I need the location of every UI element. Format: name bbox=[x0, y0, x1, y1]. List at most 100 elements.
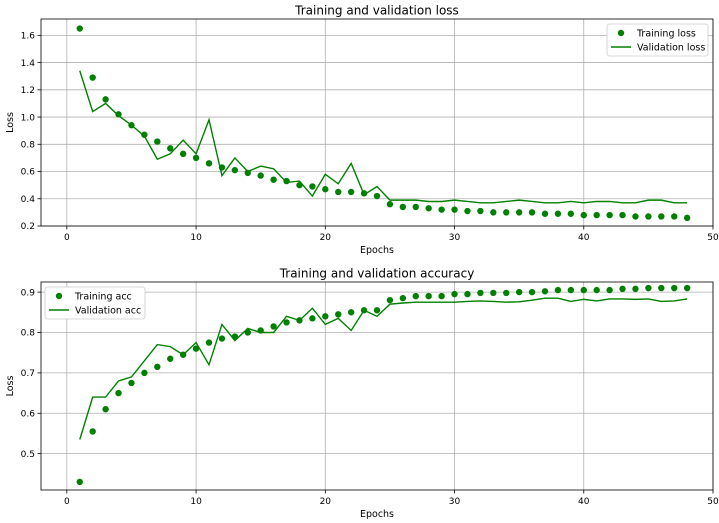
data-point bbox=[593, 211, 600, 219]
data-point bbox=[451, 206, 458, 213]
plot-frame bbox=[40, 281, 714, 491]
data-point bbox=[632, 213, 639, 220]
y-tick-label: 0.7 bbox=[21, 369, 35, 379]
subplot-accuracy: 0 10 20 30 40 50 0.5 0.6 0.7 0.8 0.9 Training and v… bbox=[5, 267, 719, 521]
data-point bbox=[102, 96, 109, 103]
data-point bbox=[154, 363, 161, 371]
data-point bbox=[438, 206, 445, 213]
legend-box bbox=[606, 23, 709, 57]
x-tick-label: 0 bbox=[64, 233, 70, 243]
data-point bbox=[399, 294, 407, 302]
data-point bbox=[309, 183, 316, 190]
data-point bbox=[76, 478, 83, 486]
data-point bbox=[373, 192, 381, 200]
data-point bbox=[89, 74, 96, 81]
chart-title: Training and validation accuracy bbox=[279, 267, 475, 281]
y-tick-label: 1.0 bbox=[21, 113, 36, 123]
data-point bbox=[412, 203, 419, 211]
legend-entry: Training acc bbox=[74, 291, 132, 302]
chart-title: Training and validation loss bbox=[294, 4, 459, 18]
data-point bbox=[128, 379, 135, 387]
data-point bbox=[347, 188, 355, 196]
data-point bbox=[554, 286, 562, 294]
data-point bbox=[412, 292, 419, 300]
data-point bbox=[464, 290, 471, 298]
y-tick-label: 0.4 bbox=[21, 195, 36, 205]
data-point bbox=[580, 211, 587, 219]
y-axis-label: Loss bbox=[5, 112, 16, 133]
legend-marker-points bbox=[55, 292, 63, 300]
data-point bbox=[115, 111, 122, 118]
data-point bbox=[683, 284, 691, 292]
x-tick-label: 50 bbox=[707, 233, 719, 243]
data-point bbox=[373, 307, 381, 314]
data-point bbox=[541, 210, 549, 217]
data-point bbox=[335, 311, 342, 318]
data-point bbox=[154, 138, 161, 145]
data-point bbox=[399, 203, 407, 211]
data-point bbox=[270, 176, 277, 183]
legend-box bbox=[44, 286, 146, 320]
data-point bbox=[231, 166, 239, 174]
subplot-loss: 0 10 20 30 40 50 0.2 0.4 0.6 0.8 1.0 1.2 1.4 1.6 Train… bbox=[5, 4, 719, 257]
data-point bbox=[593, 286, 600, 294]
legend-entry: Validation acc bbox=[75, 305, 141, 316]
data-point bbox=[606, 286, 613, 294]
data-point bbox=[386, 296, 394, 304]
data-point bbox=[425, 205, 432, 212]
x-tick-label: 40 bbox=[578, 497, 590, 507]
data-point bbox=[671, 213, 678, 220]
data-point bbox=[554, 210, 562, 217]
y-tick-label: 0.8 bbox=[21, 140, 36, 150]
x-tick-label: 50 bbox=[707, 497, 719, 507]
legend-entry: Validation loss bbox=[637, 42, 705, 53]
data-point bbox=[438, 292, 445, 300]
data-point bbox=[179, 150, 187, 158]
series-points-training-acc bbox=[76, 284, 691, 486]
data-point bbox=[283, 319, 290, 326]
x-axis-label: Epochs bbox=[360, 509, 394, 520]
y-tick-label: 0.8 bbox=[21, 329, 36, 339]
x-tick-label: 30 bbox=[449, 233, 461, 243]
data-point bbox=[386, 201, 394, 208]
legend-entry: Training loss bbox=[636, 28, 696, 39]
data-point bbox=[167, 145, 174, 152]
data-point bbox=[167, 355, 174, 362]
data-point bbox=[270, 323, 277, 330]
data-point bbox=[347, 309, 355, 316]
data-point bbox=[89, 428, 96, 435]
data-point bbox=[645, 213, 652, 220]
x-axis-label: Epochs bbox=[360, 245, 394, 256]
y-tick-label: 1.2 bbox=[21, 86, 35, 96]
data-point bbox=[451, 290, 458, 298]
x-tick-label: 10 bbox=[190, 233, 202, 243]
data-point bbox=[658, 284, 665, 292]
data-point bbox=[464, 207, 471, 215]
data-point bbox=[567, 286, 575, 294]
data-point bbox=[490, 209, 497, 216]
legend-marker-points bbox=[617, 29, 625, 37]
data-point bbox=[205, 339, 213, 346]
y-tick-label: 0.2 bbox=[21, 222, 35, 232]
data-point bbox=[309, 315, 316, 322]
series-line-validation-loss bbox=[79, 70, 688, 204]
y-tick-label: 1.6 bbox=[21, 32, 36, 42]
data-point bbox=[477, 289, 484, 297]
data-point bbox=[192, 345, 200, 352]
y-tick-label: 1.4 bbox=[21, 59, 36, 69]
y-tick-label: 0.6 bbox=[21, 168, 36, 178]
data-point bbox=[541, 288, 549, 295]
data-point bbox=[322, 313, 329, 320]
data-point bbox=[205, 160, 213, 167]
data-point bbox=[683, 214, 691, 222]
data-point bbox=[335, 188, 342, 196]
data-point bbox=[477, 207, 484, 215]
y-tick-label: 0.9 bbox=[21, 288, 36, 298]
data-point bbox=[567, 210, 575, 217]
data-point bbox=[515, 288, 523, 296]
x-tick-label: 20 bbox=[320, 233, 332, 243]
data-point bbox=[218, 335, 226, 342]
data-point bbox=[257, 172, 264, 179]
y-tick-label: 0.5 bbox=[21, 450, 35, 460]
